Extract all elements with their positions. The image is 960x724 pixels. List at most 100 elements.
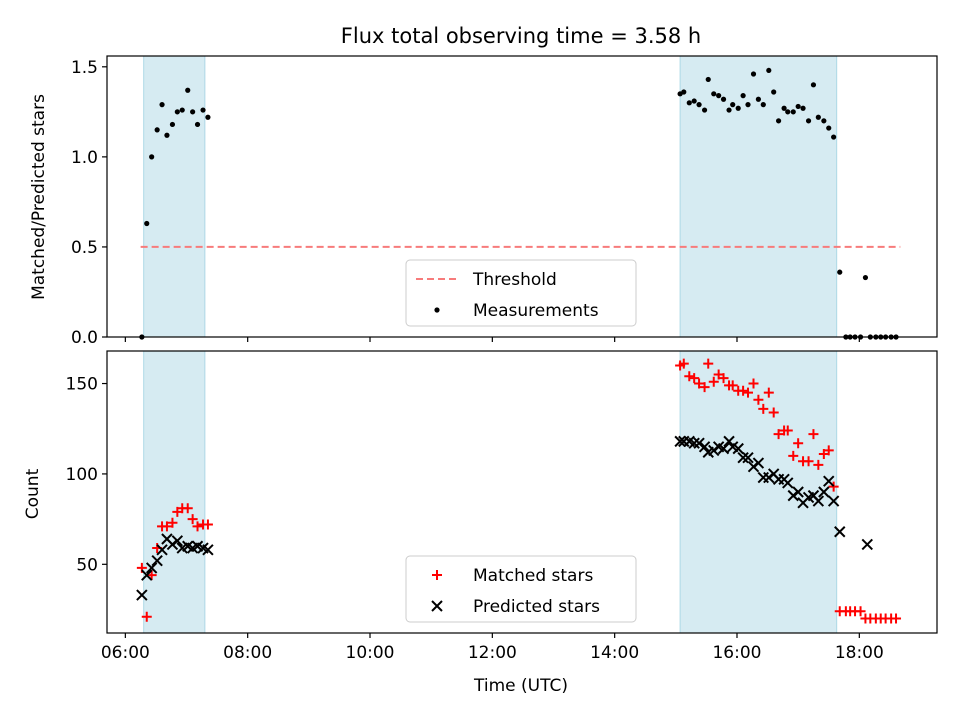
legend-matched-swatch xyxy=(432,570,442,580)
bottom-matched-stars-point-9 xyxy=(182,503,193,514)
bottom-predicted-stars-point-14 xyxy=(674,435,686,448)
bottom-matched-stars-point-20 xyxy=(703,358,714,369)
top-y-tick-label: 1.0 xyxy=(71,148,98,168)
top-measurements-point-18 xyxy=(696,102,702,108)
top-y-tick-label: 0.5 xyxy=(71,238,98,258)
bottom-x-tick-label: 08:00 xyxy=(223,643,272,663)
bottom-matched-stars-point-31 xyxy=(758,403,769,414)
bottom-matched-stars-point-29 xyxy=(748,378,759,389)
bottom-matched-stars-point-6 xyxy=(167,517,178,528)
bottom-shaded-interval-0 xyxy=(143,350,206,634)
bottom-predicted-stars-point-1 xyxy=(141,569,153,581)
bottom-shaded-interval-1 xyxy=(679,350,838,634)
bottom-predicted-stars-point-18 xyxy=(693,437,705,449)
top-measurements-point-29 xyxy=(750,71,757,77)
top-measurements-point-8 xyxy=(179,107,185,113)
top-measurements-point-37 xyxy=(790,109,796,115)
top-measurements-point-17 xyxy=(691,98,697,104)
bottom-predicted-stars-point-43 xyxy=(818,486,830,498)
bottom-matched-stars-point-27 xyxy=(738,385,749,396)
top-measurements-point-9 xyxy=(185,87,191,93)
top-measurements-point-19 xyxy=(701,107,708,113)
top-y-axis-label: Matched/Predicted stars xyxy=(29,94,49,300)
top-measurements-point-12 xyxy=(200,107,206,113)
bottom-matched-stars-point-11 xyxy=(192,521,203,532)
top-measurements-point-42 xyxy=(815,114,821,120)
top-measurements-point-24 xyxy=(726,107,732,113)
top-measurements-point-5 xyxy=(164,132,170,138)
bottom-matched-stars-point-34 xyxy=(773,429,784,440)
top-measurements-point-27 xyxy=(740,93,746,99)
bottom-predicted-stars-point-27 xyxy=(737,451,749,464)
bottom-predicted-stars-point-4 xyxy=(156,544,168,556)
bottom-predicted-stars-point-36 xyxy=(782,477,794,489)
bottom-y-tick-label: 100 xyxy=(66,465,98,485)
top-measurements-point-33 xyxy=(771,89,777,95)
top-measurements-point-46 xyxy=(837,269,843,275)
bottom-matched-stars-point-40 xyxy=(803,456,814,467)
top-measurements-point-34 xyxy=(775,118,782,124)
chart-title: Flux total observing time = 3.58 h xyxy=(341,24,701,48)
bottom-matched-stars-point-25 xyxy=(727,380,738,391)
bottom-matched-stars-point-57 xyxy=(891,613,902,624)
top-measurements-point-13 xyxy=(205,114,211,120)
top-measurements-point-15 xyxy=(681,89,687,95)
bottom-matched-stars-point-17 xyxy=(689,373,700,384)
top-measurements-point-23 xyxy=(720,96,727,102)
bottom-matched-stars-point-37 xyxy=(788,450,799,461)
bottom-legend: Matched stars Predicted stars xyxy=(405,555,637,623)
bottom-matched-stars-point-33 xyxy=(768,407,779,418)
top-measurements-point-21 xyxy=(711,91,717,97)
top-measurements-point-44 xyxy=(826,125,832,131)
top-measurements-point-39 xyxy=(800,105,806,111)
top-measurements-point-36 xyxy=(785,109,791,115)
bottom-matched-stars-point-41 xyxy=(808,429,819,440)
top-measurements-point-1 xyxy=(144,220,150,227)
top-measurements-point-6 xyxy=(169,121,176,128)
bottom-matched-stars-point-15 xyxy=(678,358,689,369)
bottom-matched-stars-point-30 xyxy=(753,394,764,405)
bottom-matched-stars-point-50 xyxy=(855,606,866,617)
top-measurements-point-10 xyxy=(190,109,196,115)
top-measurements-point-4 xyxy=(159,102,165,108)
bottom-matched-stars-point-19 xyxy=(699,382,710,393)
bottom-predicted-stars-point-47 xyxy=(861,538,873,551)
bottom-y-tick-label: 50 xyxy=(76,555,98,575)
top-measurements-point-26 xyxy=(735,105,741,111)
top-measurements-point-38 xyxy=(795,103,801,110)
top-measurements-point-31 xyxy=(760,102,766,108)
legend-measurements-swatch xyxy=(434,307,440,313)
top-y-tick-label: 0.0 xyxy=(71,328,98,348)
bottom-predicted-stars-point-30 xyxy=(752,457,765,469)
bottom-axes-frame xyxy=(106,350,938,634)
bottom-matched-stars-point-21 xyxy=(708,376,719,387)
bottom-x-tick-label: 10:00 xyxy=(346,643,395,663)
top-measurements-point-43 xyxy=(821,118,827,124)
bottom-matched-stars-point-23 xyxy=(718,373,729,384)
top-axes-frame xyxy=(106,55,938,338)
top-measurements-point-32 xyxy=(766,67,772,74)
bottom-matched-stars-point-16 xyxy=(684,371,695,382)
top-measurements-point-3 xyxy=(154,127,160,133)
bottom-predicted-stars-point-24 xyxy=(723,435,735,448)
top-measurements-point-25 xyxy=(730,102,736,108)
bottom-x-tick-label: 18:00 xyxy=(835,643,884,663)
bottom-predicted-stars-point-3 xyxy=(151,554,163,567)
top-legend: Threshold Measurements xyxy=(405,259,637,327)
bottom-matched-stars-point-28 xyxy=(743,387,754,398)
bottom-predicted-stars-point-45 xyxy=(827,495,840,507)
bottom-predicted-stars-point-23 xyxy=(717,442,730,455)
bottom-matched-stars-point-38 xyxy=(793,438,804,449)
top-measurements-point-2 xyxy=(149,154,155,160)
top-measurements-point-7 xyxy=(174,109,180,115)
bottom-predicted-stars-point-38 xyxy=(792,486,804,498)
top-panel: 0.0 0.5 1.0 1.5 Threshold Measurements xyxy=(71,55,938,348)
bottom-predicted-stars-point-13 xyxy=(202,544,214,556)
bottom-predicted-stars-point-46 xyxy=(834,526,846,538)
top-measurements-point-41 xyxy=(810,82,817,88)
top-measurements-point-40 xyxy=(805,118,812,124)
top-legend-label: Measurements xyxy=(473,301,599,321)
top-measurements-point-22 xyxy=(716,93,722,99)
legend-predicted-swatch xyxy=(431,600,443,612)
